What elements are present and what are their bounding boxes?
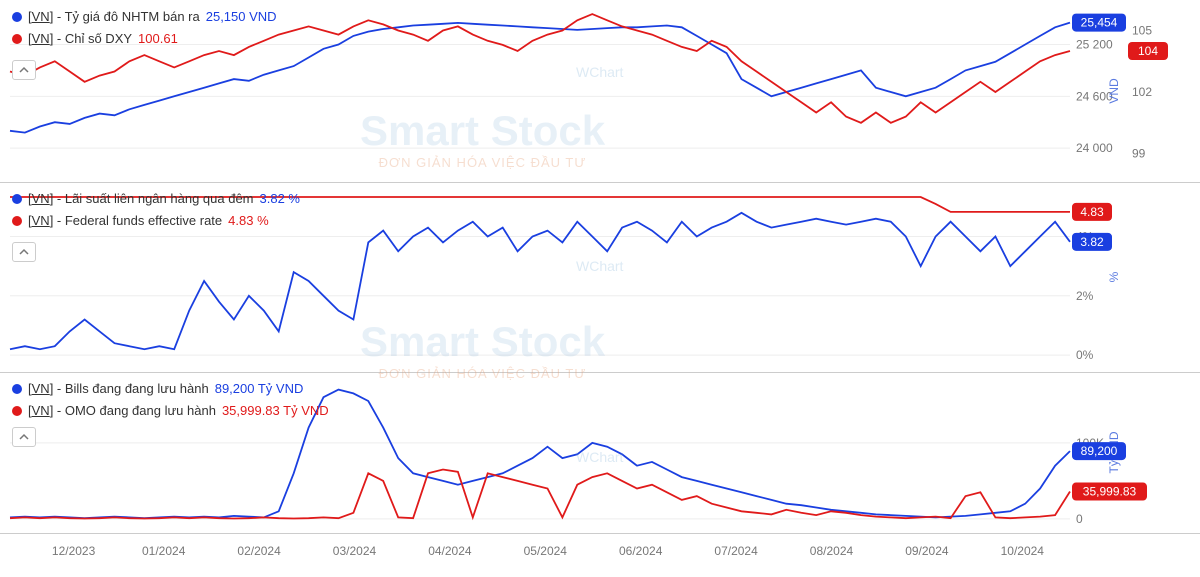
x-tick-label: 09/2024 — [905, 544, 949, 558]
x-tick-label: 12/2023 — [52, 544, 96, 558]
chevron-up-icon — [19, 65, 29, 75]
x-tick-label: 01/2024 — [142, 544, 186, 558]
legend-label: [VN] - Federal funds effective rate — [28, 210, 222, 232]
value-badge-text: 25,454 — [1081, 16, 1118, 30]
value-badge-text: 104 — [1138, 44, 1158, 58]
series-line-blue — [10, 213, 1070, 349]
axis-unit-label: VND — [1107, 78, 1121, 104]
red-dot-icon — [12, 34, 22, 44]
value-badge-text: 35,999.83 — [1083, 485, 1137, 499]
legend-label: [VN] - Lãi suất liên ngân hàng qua đêm — [28, 188, 254, 210]
legend-value: 100.61 — [138, 28, 178, 50]
legend: [VN] - Lãi suất liên ngân hàng qua đêm 3… — [12, 188, 300, 232]
panel-liquidity: [VN] - Bills đang đang lưu hành 89,200 T… — [0, 372, 1200, 534]
x-tick-label: 05/2024 — [524, 544, 568, 558]
red-dot-icon — [12, 406, 22, 416]
y-tick-label: 99 — [1132, 147, 1146, 161]
legend-row: [VN] - Federal funds effective rate 4.83… — [12, 210, 300, 232]
y-tick-label: 102 — [1132, 85, 1152, 99]
x-tick-label: 08/2024 — [810, 544, 854, 558]
chevron-up-icon — [19, 432, 29, 442]
series-line-red — [10, 470, 1070, 519]
y-tick-label: 24 000 — [1076, 141, 1113, 155]
collapse-button[interactable] — [12, 242, 36, 262]
panel-interest-rate: [VN] - Lãi suất liên ngân hàng qua đêm 3… — [0, 182, 1200, 373]
axis-unit-label: % — [1107, 271, 1121, 282]
x-tick-label: 04/2024 — [428, 544, 472, 558]
red-dot-icon — [12, 216, 22, 226]
x-axis: 12/2023 01/2024 02/2024 03/2024 04/2024 05/20… — [0, 533, 1200, 577]
blue-dot-icon — [12, 194, 22, 204]
chart-root: [VN] - Tỷ giá đô NHTM bán ra 25,150 VND[… — [0, 0, 1200, 577]
y-tick-label: 2% — [1076, 289, 1094, 303]
x-tick-label: 02/2024 — [237, 544, 281, 558]
value-badge-text: 3.82 — [1080, 235, 1104, 249]
collapse-button[interactable] — [12, 427, 36, 447]
legend-value: 89,200 Tỷ VND — [215, 378, 304, 400]
x-tick-label: 06/2024 — [619, 544, 663, 558]
x-tick-label: 03/2024 — [333, 544, 377, 558]
legend-row: [VN] - Chỉ số DXY 100.61 — [12, 28, 277, 50]
y-tick-label: 0% — [1076, 348, 1094, 362]
legend: [VN] - Bills đang đang lưu hành 89,200 T… — [12, 378, 329, 422]
legend: [VN] - Tỷ giá đô NHTM bán ra 25,150 VND[… — [12, 6, 277, 50]
y-tick-label: 25 200 — [1076, 38, 1113, 52]
x-tick-label: 07/2024 — [714, 544, 758, 558]
legend-value: 25,150 VND — [206, 6, 277, 28]
legend-label: [VN] - Chỉ số DXY — [28, 28, 132, 50]
legend-row: [VN] - Lãi suất liên ngân hàng qua đêm 3… — [12, 188, 300, 210]
chevron-up-icon — [19, 247, 29, 257]
legend-value: 3.82 % — [260, 188, 300, 210]
y-tick-label: 0 — [1076, 512, 1083, 526]
legend-label: [VN] - OMO đang đang lưu hành — [28, 400, 216, 422]
blue-dot-icon — [12, 12, 22, 22]
panel-exchange-rate: [VN] - Tỷ giá đô NHTM bán ra 25,150 VND[… — [0, 0, 1200, 183]
legend-row: [VN] - OMO đang đang lưu hành 35,999.83 … — [12, 400, 329, 422]
x-tick-label: 10/2024 — [1001, 544, 1045, 558]
legend-row: [VN] - Bills đang đang lưu hành 89,200 T… — [12, 378, 329, 400]
legend-value: 35,999.83 Tỷ VND — [222, 400, 329, 422]
blue-dot-icon — [12, 384, 22, 394]
collapse-button[interactable] — [12, 60, 36, 80]
legend-value: 4.83 % — [228, 210, 268, 232]
value-badge-text: 89,200 — [1081, 444, 1118, 458]
legend-label: [VN] - Tỷ giá đô NHTM bán ra — [28, 6, 200, 28]
value-badge-text: 4.83 — [1080, 205, 1104, 219]
x-axis-svg: 12/2023 01/2024 02/2024 03/2024 04/2024 05/20… — [0, 533, 1200, 577]
y-tick-label: 105 — [1132, 24, 1152, 38]
legend-row: [VN] - Tỷ giá đô NHTM bán ra 25,150 VND — [12, 6, 277, 28]
legend-label: [VN] - Bills đang đang lưu hành — [28, 378, 209, 400]
